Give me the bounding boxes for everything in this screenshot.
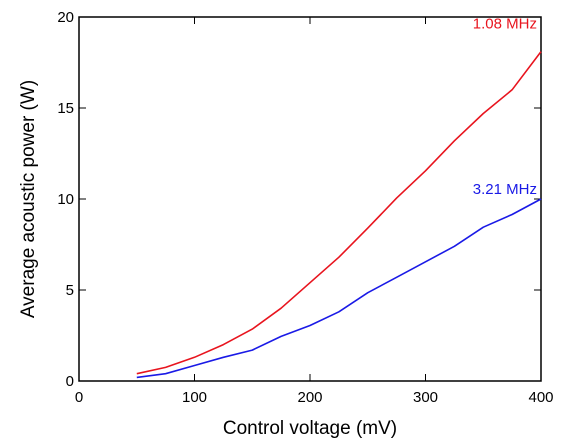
x-tick-label: 400 <box>528 389 553 406</box>
y-axis-title: Average acoustic power (W) <box>18 80 39 318</box>
x-tick-label: 0 <box>75 389 83 406</box>
y-ticks: 0 5 10 15 20 <box>57 9 541 390</box>
x-ticks: 0 100 200 300 400 <box>75 17 554 406</box>
series-line-2 <box>136 198 542 379</box>
x-tick-label: 200 <box>297 389 322 406</box>
x-tick-label: 100 <box>182 389 207 406</box>
y-tick-label: 15 <box>57 100 74 117</box>
series-layer: 1.08 MHz 3.21 MHz <box>136 16 542 379</box>
y-tick-label: 10 <box>57 191 74 208</box>
series-line-1 <box>136 51 542 375</box>
plot-frame <box>78 16 542 382</box>
y-tick-label: 5 <box>66 282 74 299</box>
x-tick-label: 300 <box>413 389 438 406</box>
series-label-2: 3.21 MHz <box>473 181 537 198</box>
series-label-1: 1.08 MHz <box>473 16 537 33</box>
y-tick-label: 0 <box>66 373 74 390</box>
y-tick-label: 20 <box>57 9 74 26</box>
x-axis-title: Control voltage (mV) <box>223 418 397 439</box>
